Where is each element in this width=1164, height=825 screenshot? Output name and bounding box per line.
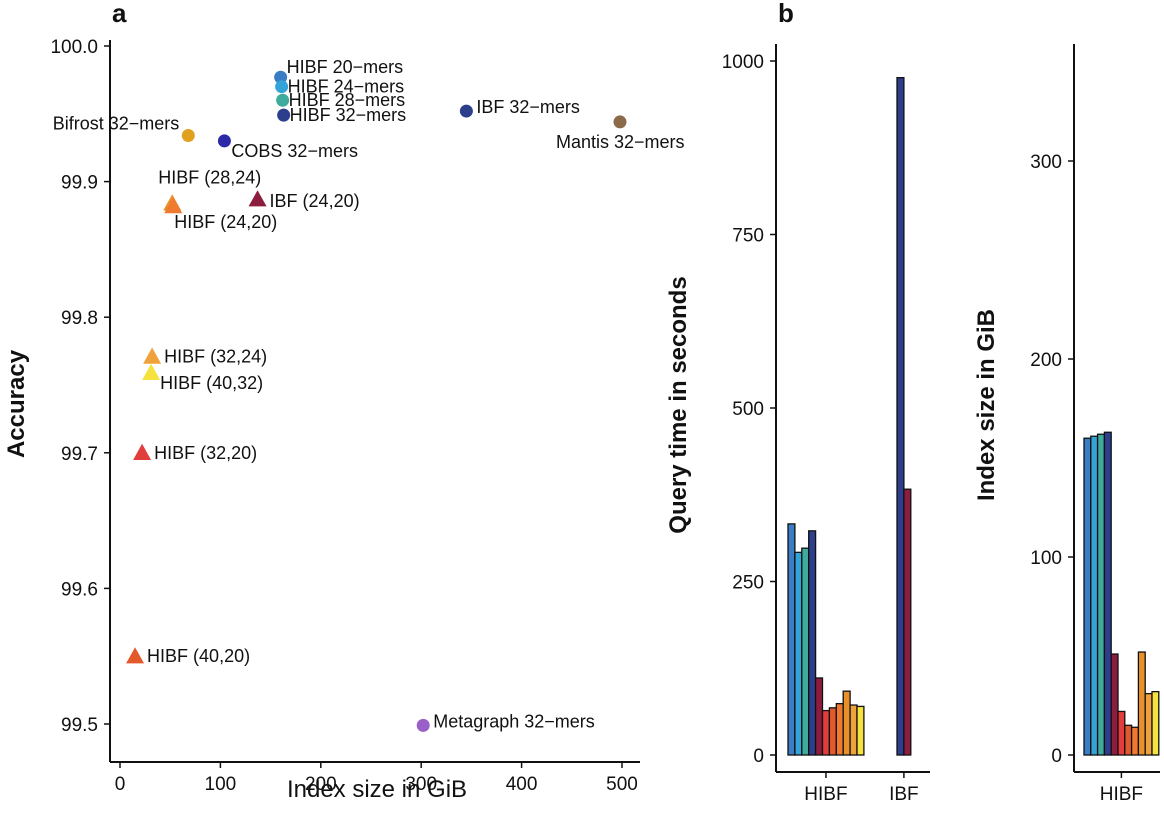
data-point [142, 363, 161, 380]
bar [814, 677, 824, 756]
point-label: HIBF (40,20) [147, 646, 250, 666]
y-tick-label: 500 [732, 399, 764, 420]
point-label: IBF 32−mers [476, 97, 580, 117]
y-tick-label: 99.6 [61, 579, 98, 600]
scatter-panel: 99.5 99.6 99.7 99.8 99.9 100.0 0 100 200 300 400 50… [3, 37, 685, 803]
x-tick-label: 500 [606, 774, 638, 795]
point-label: Bifrost 32−mers [53, 113, 180, 133]
point-label: HIBF 24−mers [288, 77, 405, 97]
data-point [276, 93, 290, 107]
bar [808, 530, 817, 756]
y-tick-label: 100.0 [50, 37, 98, 58]
point-label: HIBF 32−mers [290, 105, 407, 125]
data-point [248, 190, 267, 207]
y-axis-title: Index size in GiB [973, 309, 1000, 501]
y-tick-label: 0 [753, 746, 764, 767]
y-axis-title: Accuracy [3, 349, 30, 458]
data-point [613, 115, 627, 129]
bar [1090, 435, 1099, 756]
bar [1130, 726, 1140, 756]
x-tick-label: IBF [889, 784, 919, 805]
data-point [133, 443, 152, 460]
y-tick-label: 200 [1030, 350, 1062, 371]
bar [1124, 724, 1133, 756]
point-label: Mantis 32−mers [556, 132, 685, 152]
bar [896, 77, 905, 756]
bar [801, 547, 810, 756]
data-point [416, 718, 430, 732]
x-axis-title: Index size in GiB [287, 776, 467, 803]
bar [903, 488, 912, 756]
data-point [275, 80, 289, 94]
panel-label-b: b [778, 0, 794, 28]
y-tick-label: 100 [1030, 548, 1062, 569]
point-label: COBS 32−mers [231, 141, 358, 161]
y-tick-label: 99.7 [61, 444, 98, 465]
bar [787, 523, 796, 756]
y-axis-title: Query time in seconds [665, 276, 692, 533]
y-tick-label: 250 [732, 573, 764, 594]
x-tick-label: HIBF [1100, 784, 1143, 805]
y-tick-label: 0 [1051, 746, 1062, 767]
y-tick-label: 99.8 [61, 308, 98, 329]
data-point [274, 70, 288, 84]
x-tick-label: 0 [115, 774, 126, 795]
x-tick-label: 200 [305, 774, 337, 795]
data-point [143, 347, 162, 364]
bar [821, 709, 831, 756]
bar [1117, 710, 1126, 756]
point-label: HIBF 28−mers [289, 90, 406, 110]
data-point [181, 128, 195, 142]
y-tick-label: 99.9 [61, 173, 98, 194]
point-label: Metagraph 32−mers [433, 711, 595, 731]
bar [1144, 692, 1153, 756]
bar [835, 702, 844, 756]
point-label: HIBF (32,24) [164, 347, 267, 367]
data-point [277, 108, 291, 122]
bar [856, 705, 865, 756]
bar [794, 551, 803, 756]
y-tick-label: 99.5 [61, 715, 98, 736]
x-tick-label: HIBF [804, 784, 847, 805]
bar [1096, 433, 1106, 756]
point-label: HIBF (40,32) [160, 373, 263, 393]
point-label: HIBF 20−mers [287, 57, 404, 77]
bar [828, 707, 837, 756]
data-point [459, 104, 473, 118]
point-label: HIBF (28,24) [158, 167, 261, 187]
point-label: HIBF (32,20) [154, 443, 257, 463]
bar [1103, 431, 1112, 756]
y-tick-label: 300 [1030, 152, 1062, 173]
point-label: IBF (24,20) [270, 191, 360, 211]
point-label: HIBF (24,20) [174, 212, 277, 232]
index-size-panel: 0 100 200 300 Index size in GiB HIBF [973, 44, 1160, 805]
bar [842, 690, 851, 756]
query-time-panel: 0 250 500 750 1000 Query time in seconds HIBF I… [665, 44, 930, 805]
x-tick-label: 100 [205, 774, 237, 795]
x-tick-label: 300 [405, 774, 437, 795]
bar [849, 704, 858, 756]
y-tick-label: 750 [732, 226, 764, 247]
y-tick-label: 1000 [722, 52, 764, 73]
bar [1110, 653, 1119, 756]
bar [1083, 437, 1092, 756]
data-point [164, 197, 183, 214]
data-point [217, 134, 231, 148]
x-tick-label: 400 [506, 774, 538, 795]
bar [1137, 651, 1146, 756]
data-point [126, 647, 145, 664]
bar [1151, 690, 1160, 756]
panel-label-a: a [112, 0, 127, 28]
